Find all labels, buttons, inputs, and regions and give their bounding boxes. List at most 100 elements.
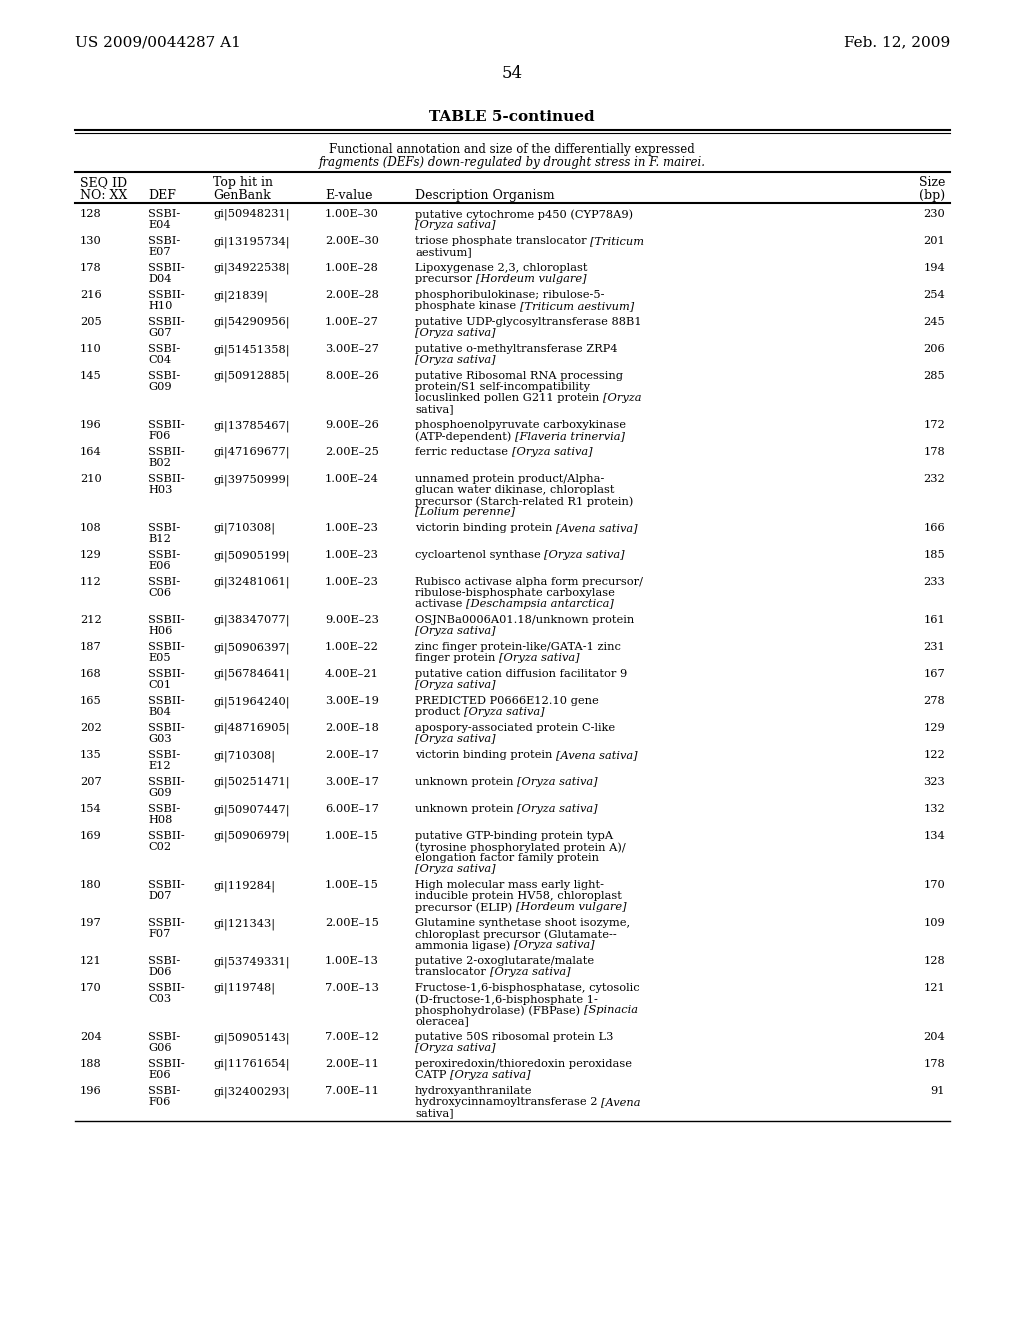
- Text: fragments (DEFs) down-regulated by drought stress in F. mairei.: fragments (DEFs) down-regulated by droug…: [318, 156, 706, 169]
- Text: 210: 210: [80, 474, 101, 484]
- Text: [Triticum: [Triticum: [590, 236, 644, 246]
- Text: gi|50905143|: gi|50905143|: [213, 1032, 290, 1044]
- Text: 216: 216: [80, 290, 101, 300]
- Text: 164: 164: [80, 447, 101, 457]
- Text: 232: 232: [924, 474, 945, 484]
- Text: [Deschampsia antarctica]: [Deschampsia antarctica]: [466, 599, 613, 609]
- Text: Functional annotation and size of the differentially expressed: Functional annotation and size of the di…: [329, 143, 695, 156]
- Text: SEQ ID: SEQ ID: [80, 176, 127, 189]
- Text: [Oryza sativa]: [Oryza sativa]: [517, 804, 598, 814]
- Text: 9.00E–26: 9.00E–26: [325, 420, 379, 430]
- Text: 204: 204: [80, 1032, 101, 1041]
- Text: 1.00E–30: 1.00E–30: [325, 209, 379, 219]
- Text: 2.00E–17: 2.00E–17: [325, 750, 379, 760]
- Text: putative cytochrome p450 (CYP78A9): putative cytochrome p450 (CYP78A9): [415, 209, 633, 219]
- Text: D06: D06: [148, 968, 171, 977]
- Text: Glutamine synthetase shoot isozyme,: Glutamine synthetase shoot isozyme,: [415, 917, 630, 928]
- Text: SSBII-: SSBII-: [148, 669, 184, 678]
- Text: phosphoenolpyruvate carboxykinase: phosphoenolpyruvate carboxykinase: [415, 420, 626, 430]
- Text: 145: 145: [80, 371, 101, 381]
- Text: SSBII-: SSBII-: [148, 615, 184, 624]
- Text: [Hordeum vulgare]: [Hordeum vulgare]: [475, 275, 587, 284]
- Text: gi|50948231|: gi|50948231|: [213, 209, 290, 220]
- Text: G09: G09: [148, 788, 172, 799]
- Text: F06: F06: [148, 432, 170, 441]
- Text: Lipoxygenase 2,3, chloroplast: Lipoxygenase 2,3, chloroplast: [415, 263, 588, 273]
- Text: (bp): (bp): [919, 189, 945, 202]
- Text: DEF: DEF: [148, 189, 176, 202]
- Text: 134: 134: [924, 832, 945, 841]
- Text: gi|710308|: gi|710308|: [213, 523, 275, 535]
- Text: elongation factor family protein: elongation factor family protein: [415, 853, 599, 863]
- Text: 187: 187: [80, 642, 101, 652]
- Text: gi|50906397|: gi|50906397|: [213, 642, 290, 653]
- Text: putative UDP-glycosyltransferase 88B1: putative UDP-glycosyltransferase 88B1: [415, 317, 642, 327]
- Text: F07: F07: [148, 929, 170, 939]
- Text: 170: 170: [80, 983, 101, 993]
- Text: SSBI-: SSBI-: [148, 523, 180, 533]
- Text: 194: 194: [924, 263, 945, 273]
- Text: SSBI-: SSBI-: [148, 371, 180, 381]
- Text: glucan water dikinase, chloroplast: glucan water dikinase, chloroplast: [415, 484, 614, 495]
- Text: 1.00E–22: 1.00E–22: [325, 642, 379, 652]
- Text: (ATP-dependent): (ATP-dependent): [415, 432, 515, 442]
- Text: 1.00E–28: 1.00E–28: [325, 263, 379, 273]
- Text: 254: 254: [924, 290, 945, 300]
- Text: [Oryza sativa]: [Oryza sativa]: [517, 777, 598, 787]
- Text: 1.00E–27: 1.00E–27: [325, 317, 379, 327]
- Text: gi|51451358|: gi|51451358|: [213, 345, 290, 355]
- Text: triose phosphate translocator: triose phosphate translocator: [415, 236, 590, 246]
- Text: [Oryza sativa]: [Oryza sativa]: [545, 550, 625, 560]
- Text: C02: C02: [148, 842, 171, 851]
- Text: Top hit in: Top hit in: [213, 176, 273, 189]
- Text: [Avena sativa]: [Avena sativa]: [556, 523, 638, 533]
- Text: [Oryza sativa]: [Oryza sativa]: [489, 968, 570, 977]
- Text: SSBI-: SSBI-: [148, 577, 180, 587]
- Text: translocator: translocator: [415, 968, 489, 977]
- Text: gi|38347077|: gi|38347077|: [213, 615, 290, 627]
- Text: 204: 204: [924, 1032, 945, 1041]
- Text: NO: XX: NO: XX: [80, 189, 127, 202]
- Text: 170: 170: [924, 880, 945, 890]
- Text: SSBII-: SSBII-: [148, 723, 184, 733]
- Text: SSBI-: SSBI-: [148, 1032, 180, 1041]
- Text: [Oryza sativa]: [Oryza sativa]: [514, 940, 595, 950]
- Text: gi|39750999|: gi|39750999|: [213, 474, 290, 486]
- Text: High molecular mass early light-: High molecular mass early light-: [415, 880, 604, 890]
- Text: gi|50251471|: gi|50251471|: [213, 777, 290, 788]
- Text: 2.00E–28: 2.00E–28: [325, 290, 379, 300]
- Text: unknown protein: unknown protein: [415, 777, 517, 787]
- Text: putative 50S ribosomal protein L3: putative 50S ribosomal protein L3: [415, 1032, 613, 1041]
- Text: 212: 212: [80, 615, 101, 624]
- Text: (tyrosine phosphorylated protein A)/: (tyrosine phosphorylated protein A)/: [415, 842, 626, 853]
- Text: E07: E07: [148, 247, 171, 257]
- Text: F06: F06: [148, 1097, 170, 1107]
- Text: gi|710308|: gi|710308|: [213, 750, 275, 762]
- Text: 230: 230: [924, 209, 945, 219]
- Text: [Oryza sativa]: [Oryza sativa]: [415, 734, 496, 744]
- Text: 128: 128: [80, 209, 101, 219]
- Text: gi|21839|: gi|21839|: [213, 290, 268, 301]
- Text: [Oryza sativa]: [Oryza sativa]: [415, 355, 496, 366]
- Text: [Oryza sativa]: [Oryza sativa]: [415, 680, 496, 690]
- Text: 285: 285: [924, 371, 945, 381]
- Text: putative 2-oxoglutarate/malate: putative 2-oxoglutarate/malate: [415, 956, 594, 966]
- Text: SSBII-: SSBII-: [148, 696, 184, 706]
- Text: 178: 178: [80, 263, 101, 273]
- Text: gi|32481061|: gi|32481061|: [213, 577, 290, 589]
- Text: Rubisco activase alpha form precursor/: Rubisco activase alpha form precursor/: [415, 577, 643, 587]
- Text: gi|50907447|: gi|50907447|: [213, 804, 290, 816]
- Text: putative cation diffusion facilitator 9: putative cation diffusion facilitator 9: [415, 669, 628, 678]
- Text: gi|47169677|: gi|47169677|: [213, 447, 290, 458]
- Text: chloroplast precursor (Glutamate--: chloroplast precursor (Glutamate--: [415, 929, 616, 940]
- Text: 167: 167: [924, 669, 945, 678]
- Text: 169: 169: [80, 832, 101, 841]
- Text: 1.00E–15: 1.00E–15: [325, 880, 379, 890]
- Text: SSBI-: SSBI-: [148, 236, 180, 246]
- Text: gi|51964240|: gi|51964240|: [213, 696, 290, 708]
- Text: SSBII-: SSBII-: [148, 290, 184, 300]
- Text: SSBII-: SSBII-: [148, 317, 184, 327]
- Text: precursor: precursor: [415, 275, 475, 284]
- Text: gi|119748|: gi|119748|: [213, 983, 275, 994]
- Text: 3.00E–19: 3.00E–19: [325, 696, 379, 706]
